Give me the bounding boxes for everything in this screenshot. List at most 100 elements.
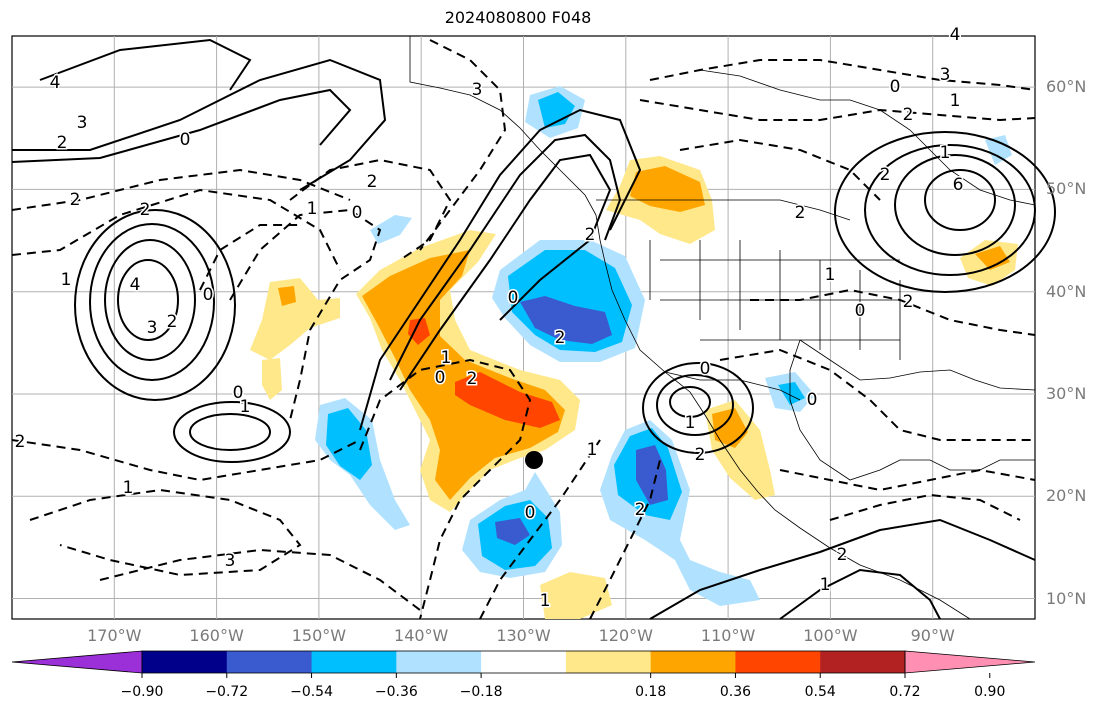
contour-ridge-1 xyxy=(389,133,622,381)
shade-warm-west2 xyxy=(262,358,282,400)
longitude-label: 130°W xyxy=(496,626,551,645)
contour-label: 3 xyxy=(472,80,483,100)
longitude-label: 170°W xyxy=(87,626,142,645)
contour-label: 1 xyxy=(307,199,318,219)
map-title: 2024080800 F048 xyxy=(444,8,592,27)
colorbar-tick-label: −0.36 xyxy=(374,684,418,700)
colorbar-tick-label: −0.18 xyxy=(459,684,503,700)
contour-label: 0 xyxy=(807,390,818,410)
contour-east-high-4 xyxy=(834,131,1056,293)
colorbar-tick-label: 0.54 xyxy=(804,684,836,700)
dash-14 xyxy=(750,288,1036,336)
contour-east-high-3 xyxy=(864,144,1036,276)
colorbar-tick-label: 0.72 xyxy=(889,684,921,700)
colorbar xyxy=(11,650,1036,678)
dash-11 xyxy=(649,59,1036,91)
contour-label: 2 xyxy=(837,545,848,565)
contour-label: 3 xyxy=(147,318,158,338)
contour-label: 0 xyxy=(890,77,901,97)
contour-west-high-3 xyxy=(89,223,215,381)
colorbar-frame xyxy=(141,650,906,674)
dash-19 xyxy=(199,224,300,291)
border-us-canada xyxy=(596,199,851,221)
dash-5 xyxy=(99,548,421,611)
longitude-label: 150°W xyxy=(291,626,347,645)
dash-8 xyxy=(359,358,532,620)
shade-warm-west xyxy=(250,278,340,360)
colorbar-tick-label: 0.18 xyxy=(635,684,667,700)
contour-south-high-2 xyxy=(173,401,291,463)
dash-2 xyxy=(11,188,341,271)
contour-label: 2 xyxy=(467,369,478,389)
contour-label: 0 xyxy=(352,203,363,223)
contour-label: 2 xyxy=(903,292,914,312)
contour-mexico-1 xyxy=(669,386,711,418)
shaded-anomalies xyxy=(250,86,1018,619)
contour-south-1 xyxy=(649,518,1036,620)
colorbar-segment xyxy=(735,651,821,673)
contours xyxy=(11,38,1056,620)
contour-label: 0 xyxy=(525,503,536,523)
coast-arctic xyxy=(699,69,850,101)
latitude-label: 50°N xyxy=(1046,179,1087,199)
coast-gulf xyxy=(799,339,1036,391)
contour-label: 2 xyxy=(70,190,81,210)
dash-13 xyxy=(679,138,881,201)
colorbar-tick-label: −0.72 xyxy=(205,684,249,700)
contour-label: 1 xyxy=(123,478,134,498)
contour-label: 2 xyxy=(140,200,151,220)
colorbar-extend-low xyxy=(11,650,143,674)
contour-label: 2 xyxy=(555,328,566,348)
longitude-label: 90°W xyxy=(910,626,955,645)
colorbar-segment xyxy=(311,651,397,673)
shade-cool-hudson xyxy=(985,135,1012,165)
coast-west-na xyxy=(595,214,971,620)
contour-label: 0 xyxy=(180,130,191,150)
contour-label: 1 xyxy=(820,575,831,595)
contour-label: 4 xyxy=(950,25,961,45)
contour-label: 2 xyxy=(695,445,706,465)
contour-label: 3 xyxy=(77,113,88,133)
contour-label: 0 xyxy=(700,359,711,379)
colorbar-segment xyxy=(226,651,313,673)
contour-label: 1 xyxy=(61,270,72,290)
dash-15 xyxy=(719,348,1035,441)
contour-label: 1 xyxy=(240,397,251,417)
dash-4 xyxy=(29,488,302,577)
contour-west-high-2 xyxy=(104,239,196,361)
dash-3 xyxy=(11,439,361,482)
contour-label: 3 xyxy=(225,551,236,571)
colorbar-tick-label: 0.36 xyxy=(719,684,752,700)
colorbar-segment xyxy=(142,651,228,673)
shade-blue-central xyxy=(520,296,612,344)
dash-12 xyxy=(639,99,1036,122)
contour-label: 2 xyxy=(903,105,914,125)
dash-6 xyxy=(419,39,507,251)
shade-blue-south xyxy=(495,518,530,545)
contour-label: 0 xyxy=(203,285,214,305)
shade-blue-mexico xyxy=(636,445,668,505)
contour-label: 1 xyxy=(540,591,551,611)
colorbar-segment xyxy=(396,651,482,673)
dash-7 xyxy=(289,158,452,261)
dash-16 xyxy=(779,468,1036,492)
latitude-label: 30°N xyxy=(1046,383,1087,403)
contour-label: 1 xyxy=(685,413,696,433)
coast-hudson xyxy=(849,99,1036,206)
longitude-label: 120°W xyxy=(598,626,653,645)
dash-9 xyxy=(479,439,601,620)
contour-label: 1 xyxy=(940,143,951,163)
contour-label: 2 xyxy=(795,203,806,223)
colorbar-tick-label: 0.90 xyxy=(974,684,1006,700)
contour-label: 2 xyxy=(635,500,646,520)
contour-label: 6 xyxy=(953,175,964,195)
contour-label: 2 xyxy=(880,165,891,185)
shade-cyan-gulfalaska xyxy=(538,92,575,128)
dash-18 xyxy=(229,208,382,421)
contour-label: 0 xyxy=(855,301,866,321)
contour-label: 2 xyxy=(585,225,596,245)
shade-orange-east xyxy=(975,246,1010,270)
contour-label: 1 xyxy=(587,440,598,460)
